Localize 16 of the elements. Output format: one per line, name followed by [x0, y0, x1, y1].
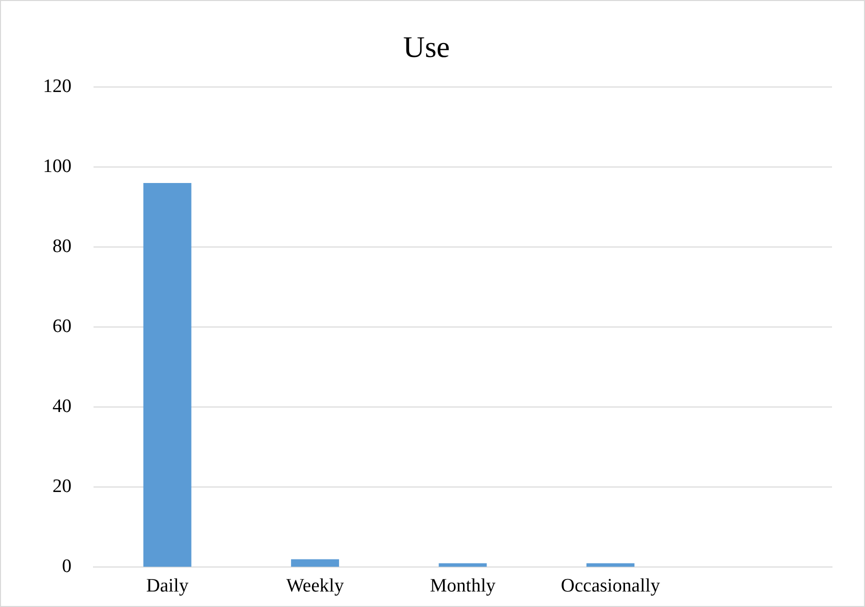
x-tick-label: Daily — [146, 576, 189, 597]
y-tick-label: 80 — [52, 236, 72, 258]
x-tick-label: Monthly — [430, 576, 496, 597]
y-tick-label: 120 — [43, 76, 72, 97]
bar — [438, 563, 487, 567]
y-tick-label: 40 — [52, 396, 72, 418]
y-tick-label: 20 — [52, 476, 72, 498]
bar — [586, 563, 634, 567]
y-tick-label: 0 — [62, 556, 72, 578]
x-tick-label: Weekly — [286, 576, 344, 597]
y-tick-label: 100 — [43, 156, 72, 178]
bar — [143, 183, 192, 567]
x-tick-label: Occasionally — [560, 576, 661, 597]
chart-title: Use — [403, 30, 450, 64]
bar — [291, 559, 340, 567]
y-tick-label: 60 — [52, 316, 72, 338]
